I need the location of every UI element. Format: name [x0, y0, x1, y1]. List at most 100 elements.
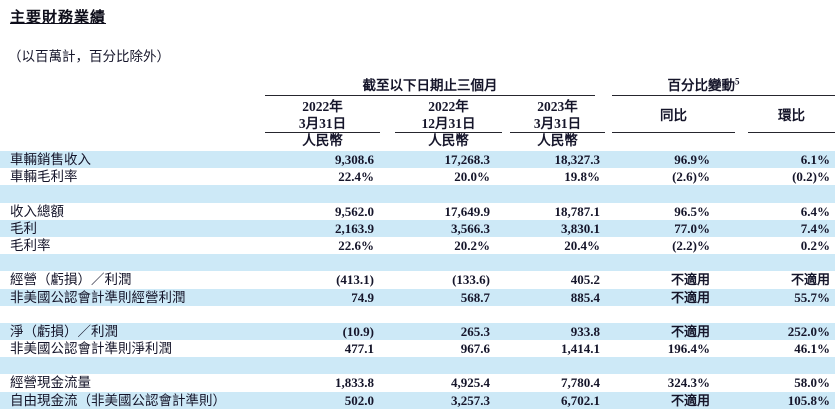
column-header-date: 3月31日 [298, 115, 347, 131]
table-row: 經營現金流量 1,833.8 4,925.4 7,780.4 324.3% 58.0% [0, 374, 835, 391]
cell-value [605, 306, 735, 323]
table-row: 經營（虧損）／利潤 (413.1) (133.6) 405.2 不適用 不適用 [0, 271, 835, 288]
table-row: 淨（虧損）／利潤 (10.9) 265.3 933.8 不適用 252.0% [0, 322, 835, 341]
row-label: 車輛銷售收入 [10, 152, 91, 167]
cell-value [380, 306, 502, 323]
table-spacer-row [0, 254, 835, 272]
row-label: 非美國公認會計準則經營利潤 [10, 289, 186, 305]
row-label: 毛利率 [10, 237, 51, 253]
table-row: 毛利率 22.6% 20.2% 20.4% (2.2)% 0.2% [0, 237, 835, 254]
row-label [0, 357, 260, 374]
cell-value: 2,163.9 [335, 220, 374, 236]
cell-value: 19.8% [564, 169, 600, 185]
cell-value [502, 254, 605, 271]
cell-value: 1,833.8 [335, 375, 374, 391]
cell-value: 46.1% [794, 341, 830, 357]
cell-value: 502.0 [344, 392, 374, 408]
column-header-year: 2023年 [537, 99, 578, 114]
currency-row-spacer [0, 133, 260, 150]
cell-value [502, 357, 605, 374]
table-row: 車輛毛利率 22.4% 20.0% 19.8% (2.6)% (0.2)% [0, 168, 835, 185]
cell-value: 不適用 [670, 272, 710, 288]
cell-value: 74.9 [351, 289, 374, 305]
cell-value [605, 185, 735, 202]
column-header-year: 2022年 [302, 99, 343, 114]
cell-value: 405.2 [570, 272, 600, 288]
cell-value: 17,649.9 [444, 203, 491, 219]
column-header-qoq: 環比 [748, 96, 835, 133]
cell-value [502, 185, 605, 202]
row-label: 毛利 [10, 220, 37, 236]
cell-value: 265.3 [460, 323, 490, 339]
cell-value: 4,925.4 [451, 375, 490, 391]
table-row: 收入總額 9,562.0 17,649.9 18,787.1 96.5% 6.4% [0, 203, 835, 220]
cell-value: 3,830.1 [561, 220, 600, 236]
row-label: 非美國公認會計準則淨利潤 [10, 341, 172, 357]
table-body: 車輛銷售收入 9,308.6 17,268.3 18,327.3 96.9% 6.1% 車輛… [0, 151, 835, 409]
period-group-header: 截至以下日期止三個月 [265, 77, 595, 96]
change-group-header-label: 百分比變動 [667, 78, 736, 93]
column-header-date: 12月31日 [421, 115, 476, 131]
row-label: 經營（虧損）／利潤 [10, 272, 132, 288]
cell-value [605, 254, 735, 271]
cell-value: 477.1 [344, 341, 374, 357]
cell-value: 6.4% [800, 203, 830, 219]
cell-value: 1,414.1 [561, 341, 600, 357]
cell-value: 568.7 [460, 289, 490, 305]
page-subtitle: （以百萬計，百分比除外） [8, 49, 170, 64]
cell-value: 3,566.3 [451, 220, 490, 236]
row-label [0, 185, 260, 202]
cell-value: 933.8 [570, 323, 600, 339]
cell-value: 9,562.0 [335, 203, 374, 219]
column-header-date: 3月31日 [533, 115, 582, 131]
column-header-yoy: 同比 [612, 96, 735, 133]
column-header-2022-q1: 2022年 3月31日 [265, 96, 380, 133]
cell-value: (133.6) [452, 272, 490, 288]
cell-value: 77.0% [674, 220, 710, 236]
cell-value [260, 306, 380, 323]
cell-value: 967.6 [460, 341, 490, 357]
cell-value: 3,257.3 [451, 392, 490, 408]
cell-value: 58.0% [794, 375, 830, 391]
cell-value: 6.1% [800, 152, 830, 167]
table-spacer-row [0, 306, 835, 323]
change-group-footnote-marker: 5 [735, 76, 740, 87]
table-row: 自由現金流（非美國公認會計準則） 502.0 3,257.3 6,702.1 不適用 10… [0, 391, 835, 409]
cell-value: 324.3% [667, 375, 710, 391]
page-title: 主要財務業績 [10, 10, 107, 26]
cell-value: (10.9) [342, 323, 374, 339]
cell-value: 196.4% [667, 341, 710, 357]
column-header-spacer [0, 96, 260, 133]
cell-value: (2.6)% [672, 169, 710, 185]
cell-value [502, 306, 605, 323]
column-header-2023-q1: 2023年 3月31日 [510, 96, 605, 133]
group-header-spacer [0, 77, 260, 96]
cell-value: 252.0% [787, 323, 830, 339]
cell-value: (2.2)% [672, 237, 710, 253]
cell-value: 不適用 [670, 289, 710, 305]
cell-value: (413.1) [336, 272, 374, 288]
row-label: 自由現金流（非美國公認會計準則） [10, 392, 226, 408]
column-header-2022-q4: 2022年 12月31日 [395, 96, 502, 133]
row-label: 收入總額 [10, 203, 64, 219]
cell-value: 96.9% [674, 152, 710, 167]
cell-value [735, 185, 835, 202]
table-row: 毛利 2,163.9 3,566.3 3,830.1 77.0% 7.4% [0, 219, 835, 237]
table-row: 非美國公認會計準則淨利潤 477.1 967.6 1,414.1 196.4% 46.1% [0, 340, 835, 357]
cell-value: 不適用 [790, 272, 830, 288]
cell-value [605, 357, 735, 374]
cell-value [260, 254, 380, 271]
cell-value: (0.2)% [792, 169, 830, 185]
row-label [0, 306, 260, 323]
currency-label: 人民幣 [302, 133, 343, 148]
cell-value: 22.4% [338, 169, 374, 185]
cell-value: 6,702.1 [561, 392, 600, 408]
cell-value [380, 185, 502, 202]
cell-value [735, 306, 835, 323]
cell-value: 96.5% [674, 203, 710, 219]
cell-value: 105.8% [787, 392, 830, 408]
financial-table: 截至以下日期止三個月 百分比變動5 2022年 3月31日 2022年 12月3… [0, 77, 835, 409]
row-label: 經營現金流量 [10, 375, 91, 391]
currency-label: 人民幣 [537, 133, 578, 148]
row-label: 淨（虧損）／利潤 [10, 323, 118, 339]
